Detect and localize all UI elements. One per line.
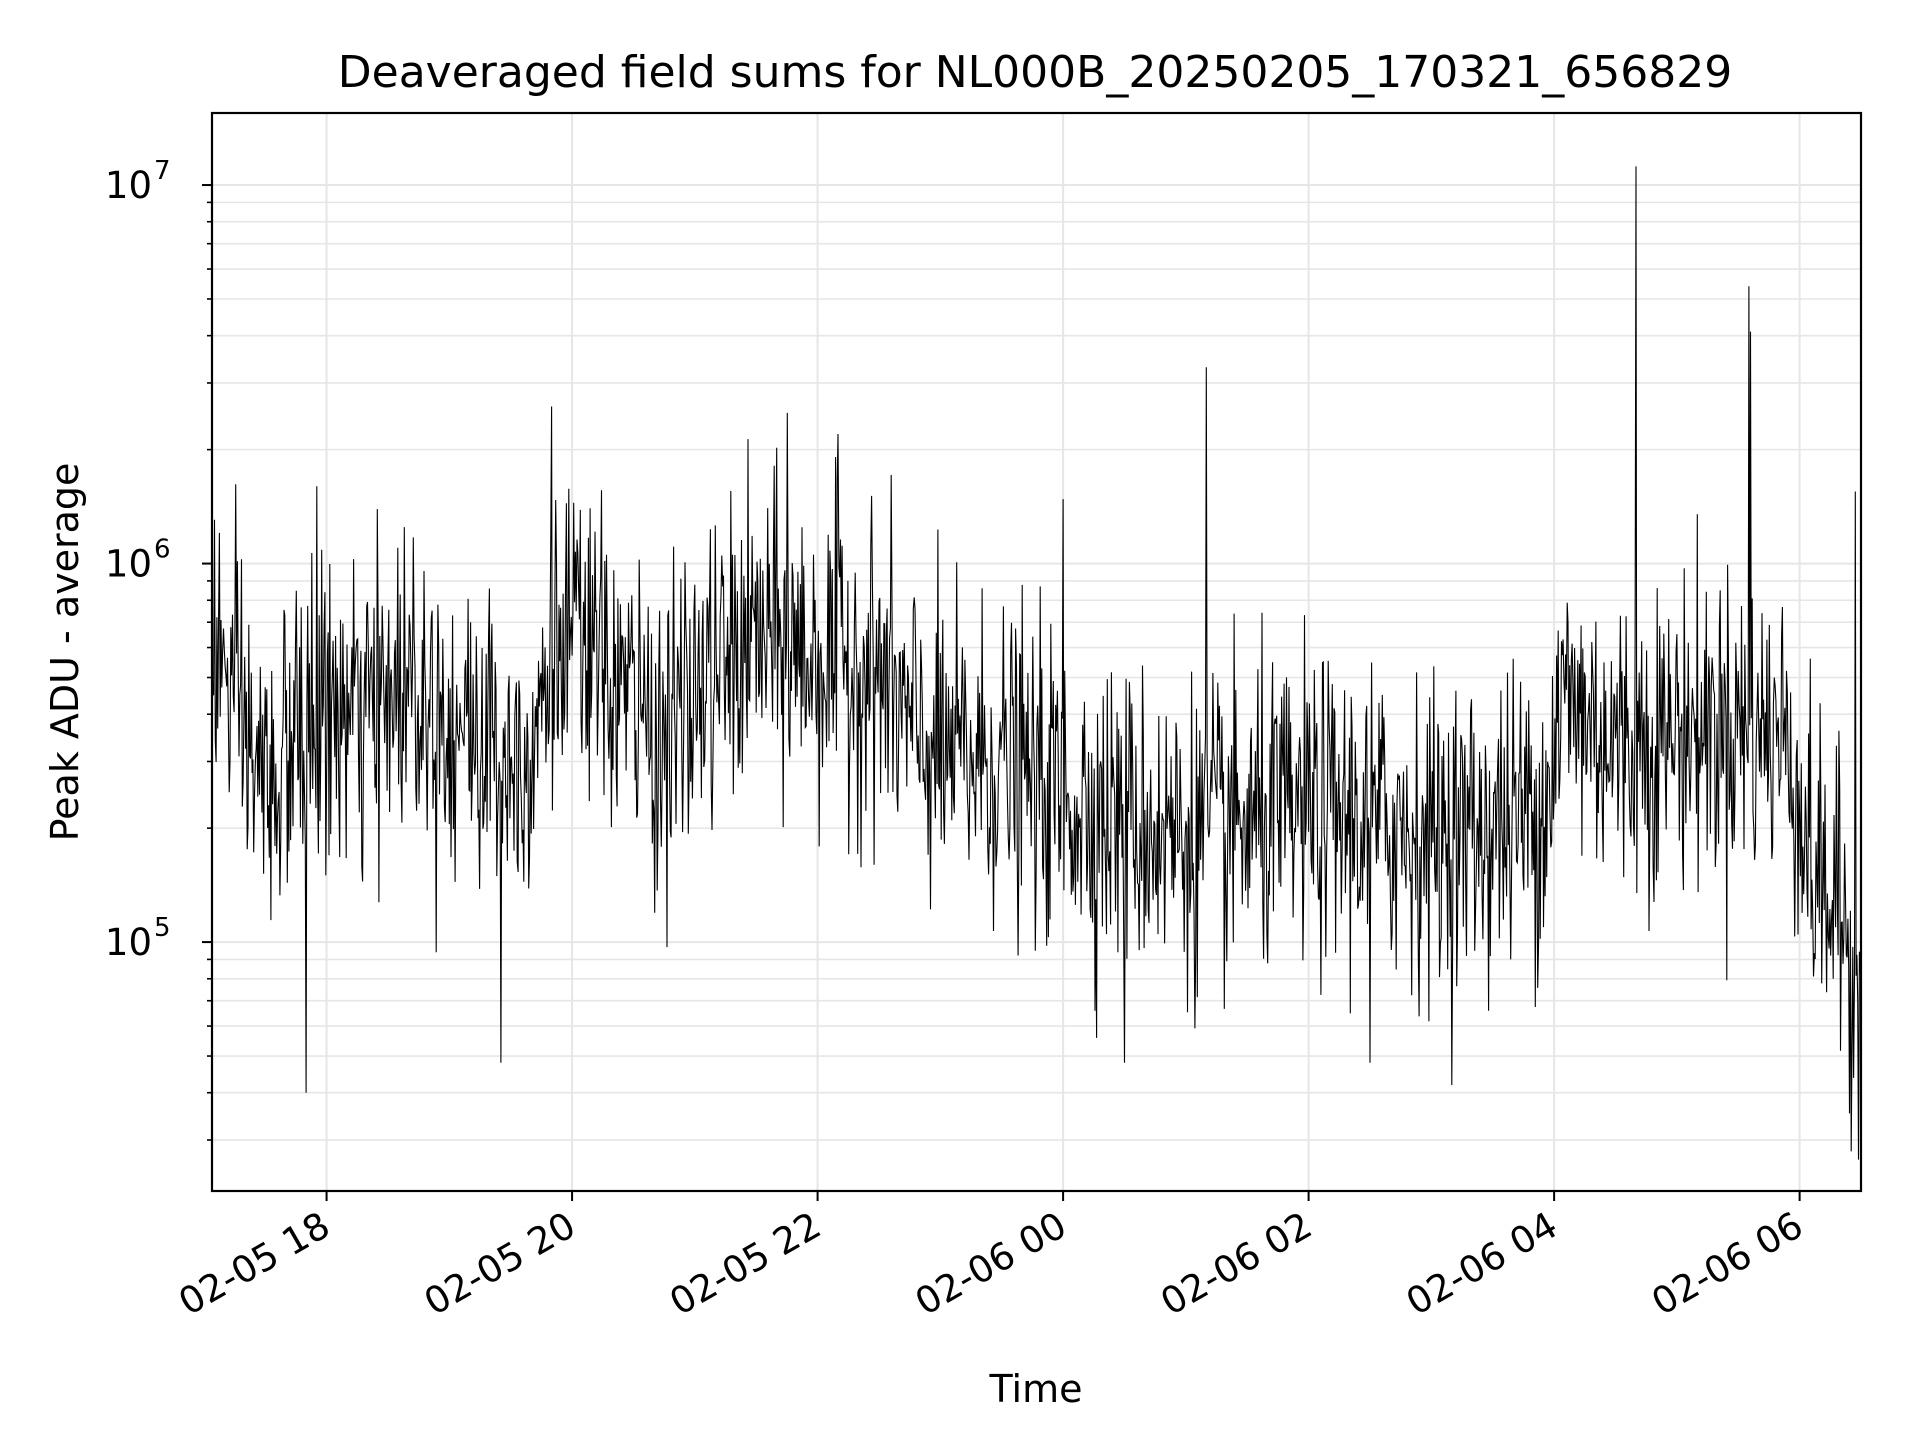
- plot-area: [212, 166, 1861, 1160]
- y-tick-label: 10: [105, 921, 152, 964]
- axes-frame: [210, 111, 1863, 1193]
- y-tick-exponent: 6: [154, 535, 171, 565]
- chart-title: Deaveraged field sums for NL000B_2025020…: [338, 47, 1732, 98]
- y-tick-exponent: 7: [154, 156, 171, 186]
- y-tick-label: 10: [105, 543, 152, 586]
- x-axis-label: Time: [989, 1367, 1083, 1411]
- y-tick-label: 10: [105, 164, 152, 207]
- y-axis-label: Peak ADU - average: [43, 463, 87, 842]
- y-tick-exponent: 5: [154, 913, 171, 943]
- series-line: [212, 166, 1861, 1160]
